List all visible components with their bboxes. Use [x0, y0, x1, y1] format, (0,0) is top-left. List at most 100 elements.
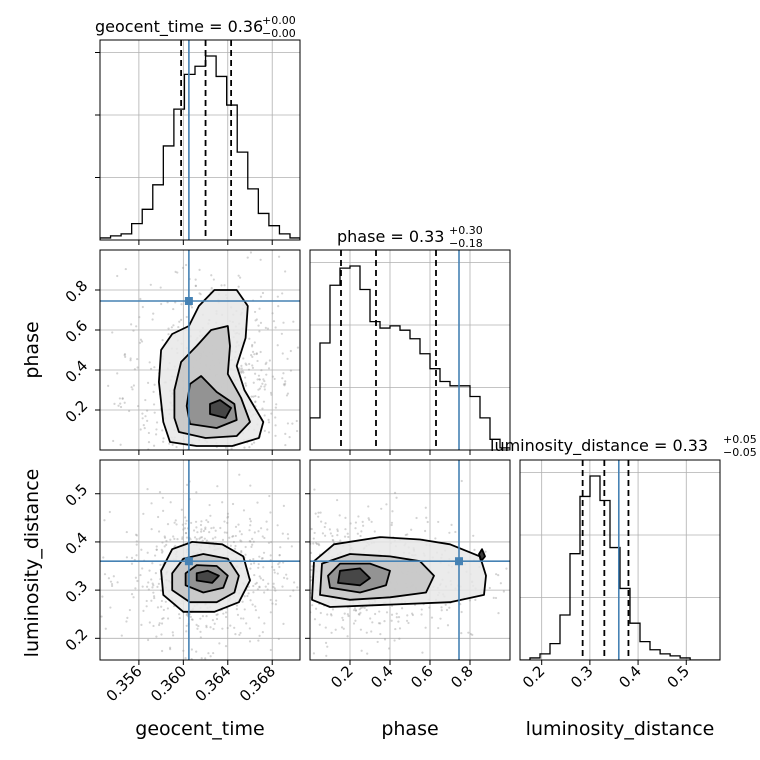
scatter-point: [238, 530, 241, 533]
scatter-point: [274, 603, 277, 606]
scatter-point: [325, 654, 328, 657]
scatter-point: [243, 446, 246, 449]
x-tick-label: 0.5: [663, 662, 693, 692]
scatter-point: [424, 506, 427, 509]
scatter-point: [228, 536, 231, 539]
scatter-point: [286, 392, 290, 395]
scatter-point: [213, 622, 216, 625]
scatter-point: [305, 553, 307, 555]
scatter-point: [156, 585, 159, 588]
title-luminosity_distance: luminosity_distance = 0.33 +0.05 −0.05: [490, 433, 757, 459]
scatter-point: [273, 571, 276, 574]
scatter-point: [171, 453, 173, 455]
scatter-point: [276, 479, 278, 481]
scatter-point: [525, 549, 527, 551]
scatter-point: [198, 486, 200, 488]
x-tick-label: 0.356: [103, 662, 146, 705]
scatter-point: [267, 421, 271, 424]
scatter-point: [346, 613, 349, 616]
scatter-point: [450, 523, 453, 526]
scatter-point: [110, 584, 114, 588]
scatter-point: [276, 524, 279, 527]
scatter-point: [257, 454, 259, 456]
scatter-point: [162, 617, 165, 620]
scatter-point: [139, 573, 142, 577]
scatter-point: [152, 595, 156, 598]
scatter-point: [285, 573, 288, 576]
scatter-point: [283, 586, 285, 588]
scatter-point: [240, 551, 243, 554]
scatter-point: [136, 579, 139, 583]
scatter-point: [292, 320, 295, 323]
scatter-point: [208, 632, 210, 634]
scatter-point: [252, 622, 254, 624]
scatter-point: [167, 327, 170, 330]
scatter-point: [258, 463, 260, 465]
scatter-point: [141, 412, 144, 415]
scatter-point: [448, 606, 451, 609]
scatter-point: [250, 499, 252, 501]
scatter-point: [312, 652, 316, 655]
scatter-point: [285, 617, 287, 619]
scatter-point: [221, 501, 224, 504]
scatter-point: [161, 429, 164, 432]
scatter-point: [224, 529, 226, 531]
scatter-point: [214, 491, 216, 493]
scatter-point: [262, 378, 265, 381]
scatter-point: [239, 539, 242, 542]
scatter-point: [196, 531, 199, 534]
scatter-point: [282, 372, 285, 375]
scatter-point: [172, 508, 174, 510]
scatter-point: [249, 484, 252, 487]
scatter-point: [300, 608, 302, 610]
scatter-point: [146, 419, 149, 422]
scatter-point: [160, 548, 163, 551]
scatter-point: [178, 613, 181, 616]
scatter-point: [251, 366, 255, 369]
scatter-point: [201, 539, 204, 542]
scatter-point: [129, 359, 132, 362]
scatter-point: [305, 560, 307, 562]
scatter-point: [240, 367, 243, 370]
scatter-point: [204, 657, 207, 660]
scatter-point: [324, 534, 327, 537]
scatter-point: [141, 417, 144, 420]
scatter-point: [170, 326, 173, 329]
scatter-point: [232, 540, 236, 544]
x-tick-label: 0.364: [192, 662, 235, 705]
scatter-point: [297, 571, 299, 573]
scatter-point: [135, 554, 138, 557]
scatter-point: [263, 385, 266, 388]
title-geocent_time: geocent_time = 0.36 +0.00 −0.00: [95, 14, 296, 40]
scatter-point: [185, 536, 189, 539]
scatter-point: [218, 629, 220, 631]
scatter-point: [301, 551, 303, 553]
scatter-point: [158, 622, 161, 625]
scatter-point: [130, 323, 133, 326]
scatter-point: [265, 535, 267, 537]
scatter-point: [323, 525, 326, 529]
scatter-point: [152, 584, 155, 587]
scatter-point: [235, 604, 239, 607]
x-tick-label: 0.360: [147, 662, 190, 705]
scatter-point: [244, 553, 247, 556]
scatter-point: [205, 539, 209, 542]
scatter-point: [301, 354, 303, 356]
scatter-point: [162, 509, 165, 512]
scatter-point: [286, 607, 288, 609]
scatter-point: [269, 582, 271, 584]
scatter-point: [454, 530, 457, 534]
scatter-point: [258, 586, 261, 589]
scatter-point: [200, 657, 203, 660]
scatter-point: [131, 388, 134, 391]
scatter-point: [134, 587, 137, 590]
scatter-point: [101, 595, 104, 598]
scatter-point: [212, 526, 215, 529]
svg-text:+0.30: +0.30: [449, 224, 483, 237]
scatter-point: [259, 258, 262, 261]
panel-content: [310, 250, 510, 450]
scatter-point: [194, 284, 197, 288]
scatter-point: [198, 537, 201, 540]
scatter-point: [272, 582, 275, 585]
scatter-point: [184, 516, 187, 519]
